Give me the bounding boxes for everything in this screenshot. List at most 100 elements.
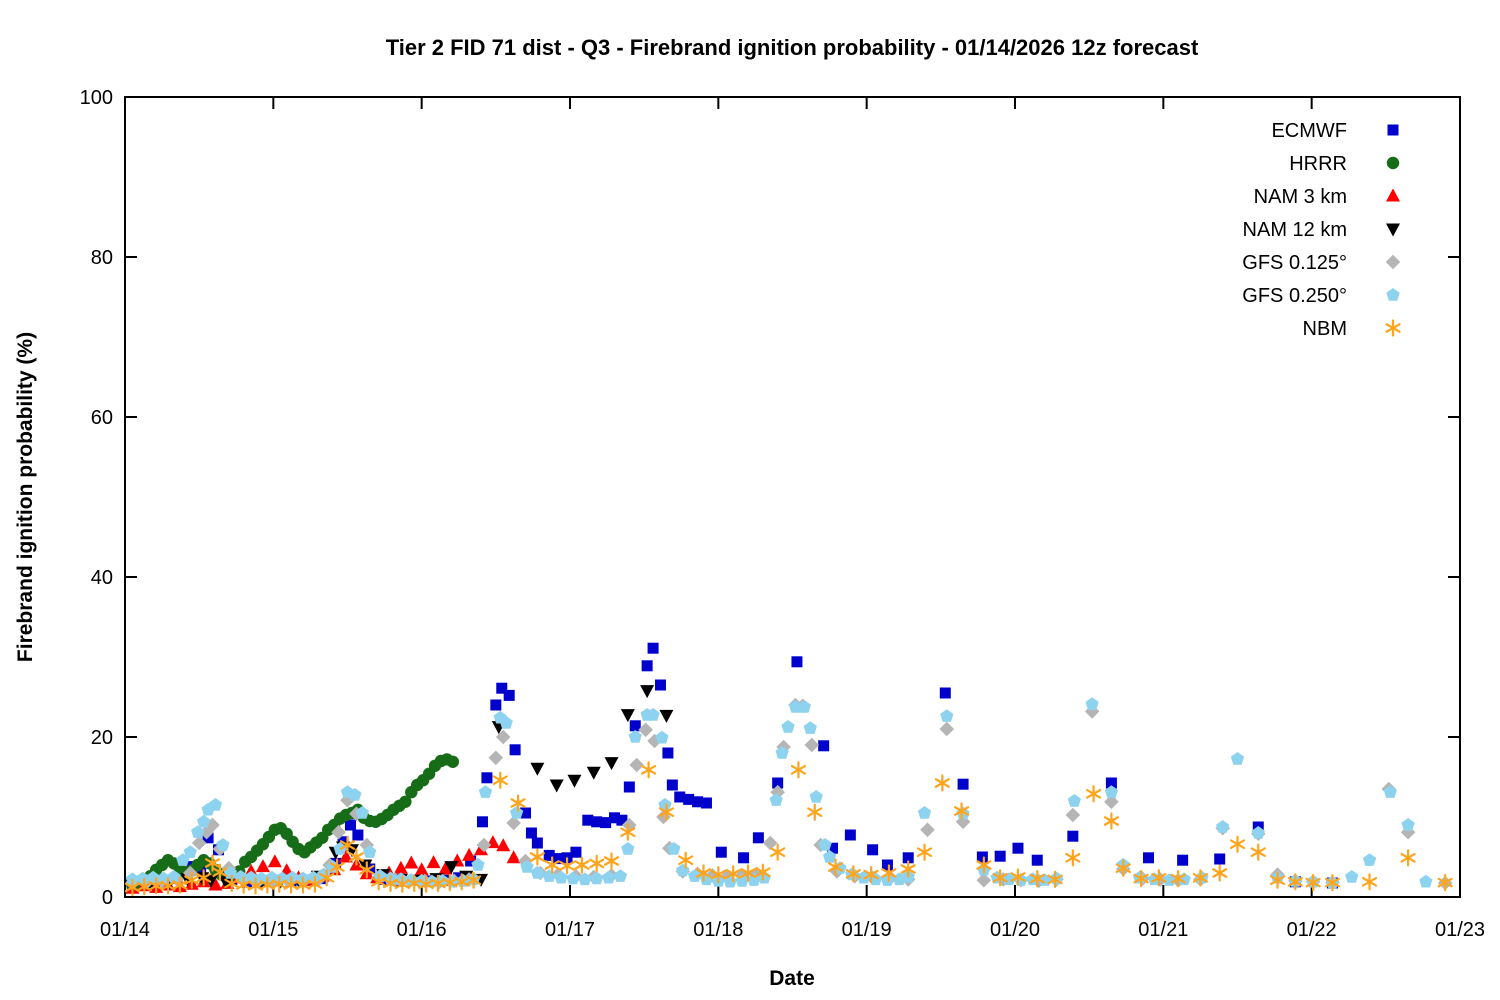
y-axis-label: Firebrand ignition probability (%) bbox=[14, 332, 37, 662]
data-point bbox=[506, 850, 521, 864]
data-point bbox=[319, 869, 335, 887]
legend: ECMWF HRRR NAM 3 km NAM 12 km GFS 0.125° GFS … bbox=[1242, 120, 1401, 340]
data-point bbox=[616, 814, 628, 826]
data-point bbox=[781, 720, 795, 733]
x-tick-label: 01/20 bbox=[990, 919, 1040, 941]
data-point bbox=[647, 642, 659, 654]
data-point bbox=[603, 852, 620, 870]
data-point bbox=[442, 873, 458, 892]
x-tick-label: 01/15 bbox=[248, 919, 298, 941]
data-point bbox=[902, 852, 914, 864]
data-point bbox=[499, 716, 513, 729]
data-point bbox=[531, 837, 543, 849]
data-point bbox=[1105, 777, 1117, 789]
data-point bbox=[404, 855, 419, 869]
data-point bbox=[1103, 812, 1120, 830]
data-point bbox=[567, 774, 582, 788]
x-axis-label: Date bbox=[769, 967, 815, 990]
data-point bbox=[1029, 869, 1045, 888]
data-point bbox=[791, 656, 803, 668]
data-point bbox=[740, 864, 756, 882]
data-point bbox=[191, 825, 205, 838]
y-tick-label: 40 bbox=[91, 567, 113, 589]
data-point bbox=[326, 860, 340, 873]
data-point bbox=[845, 865, 861, 883]
legend-item-gfs-0-250-: GFS 0.250° bbox=[1242, 285, 1400, 307]
legend-item-nam-12-km: NAM 12 km bbox=[1243, 219, 1400, 241]
data-point bbox=[446, 755, 460, 768]
data-point bbox=[136, 871, 150, 885]
data-point bbox=[496, 838, 511, 852]
legend-label: ECMWF bbox=[1271, 120, 1347, 142]
data-point bbox=[755, 863, 771, 881]
data-point bbox=[148, 877, 164, 895]
data-point bbox=[1065, 849, 1081, 867]
data-point bbox=[695, 864, 712, 882]
data-point bbox=[976, 872, 992, 888]
data-point bbox=[640, 685, 655, 699]
data-point bbox=[495, 729, 511, 745]
data-point bbox=[992, 869, 1008, 887]
data-point bbox=[666, 779, 678, 791]
data-point bbox=[1010, 868, 1026, 886]
data-point bbox=[506, 815, 521, 831]
data-point bbox=[700, 797, 712, 809]
data-point bbox=[770, 843, 786, 861]
x-tick-label: 01/22 bbox=[1287, 919, 1337, 941]
data-point bbox=[559, 857, 575, 875]
data-point bbox=[857, 870, 871, 884]
data-point bbox=[363, 845, 377, 858]
data-point bbox=[496, 682, 508, 694]
data-point bbox=[590, 871, 604, 885]
y-tick-label: 80 bbox=[91, 247, 113, 269]
data-point bbox=[167, 870, 181, 883]
data-point bbox=[678, 851, 694, 869]
data-point bbox=[715, 846, 727, 858]
data-point bbox=[1400, 849, 1416, 867]
data-point bbox=[295, 876, 311, 894]
data-point bbox=[509, 806, 524, 819]
data-point bbox=[600, 817, 612, 829]
data-point bbox=[490, 699, 502, 711]
legend-item-gfs-0-125-: GFS 0.125° bbox=[1242, 252, 1401, 274]
data-point bbox=[1031, 854, 1043, 866]
data-point bbox=[1216, 820, 1230, 833]
data-point bbox=[399, 795, 412, 808]
data-point bbox=[566, 871, 580, 885]
data-point bbox=[331, 824, 346, 840]
data-point bbox=[552, 853, 564, 865]
data-point bbox=[520, 860, 534, 873]
x-tick-label: 01/23 bbox=[1435, 919, 1485, 941]
data-point bbox=[692, 796, 704, 808]
data-point bbox=[775, 746, 789, 759]
legend-item-ecmwf: ECMWF bbox=[1271, 120, 1399, 142]
legend-label: HRRR bbox=[1289, 153, 1347, 175]
plot-frame: 01/14 01/15 01/16 01/17 01/18 01/19 01/20 01/21… bbox=[80, 87, 1485, 941]
data-point bbox=[738, 852, 750, 864]
data-point bbox=[844, 829, 856, 841]
data-point bbox=[476, 816, 488, 828]
data-point bbox=[807, 803, 823, 821]
legend-label: NBM bbox=[1303, 318, 1347, 340]
data-point bbox=[530, 762, 545, 776]
data-point bbox=[1133, 869, 1149, 888]
data-point bbox=[1251, 826, 1265, 839]
data-point bbox=[762, 835, 778, 851]
data-point bbox=[352, 829, 364, 841]
data-point bbox=[827, 842, 839, 854]
data-point bbox=[623, 781, 635, 793]
y-tick-label: 20 bbox=[91, 727, 113, 749]
data-point bbox=[629, 720, 641, 732]
data-point bbox=[329, 858, 345, 876]
data-point bbox=[827, 858, 844, 876]
data-point bbox=[601, 870, 616, 884]
legend-item-nam-3-km: NAM 3 km bbox=[1254, 186, 1400, 208]
data-point bbox=[641, 660, 653, 672]
x-tick-label: 01/18 bbox=[693, 919, 743, 941]
data-point bbox=[530, 866, 544, 879]
data-point bbox=[1230, 752, 1245, 765]
data-point bbox=[191, 835, 207, 851]
data-point bbox=[772, 777, 784, 789]
data-point bbox=[1437, 873, 1453, 892]
